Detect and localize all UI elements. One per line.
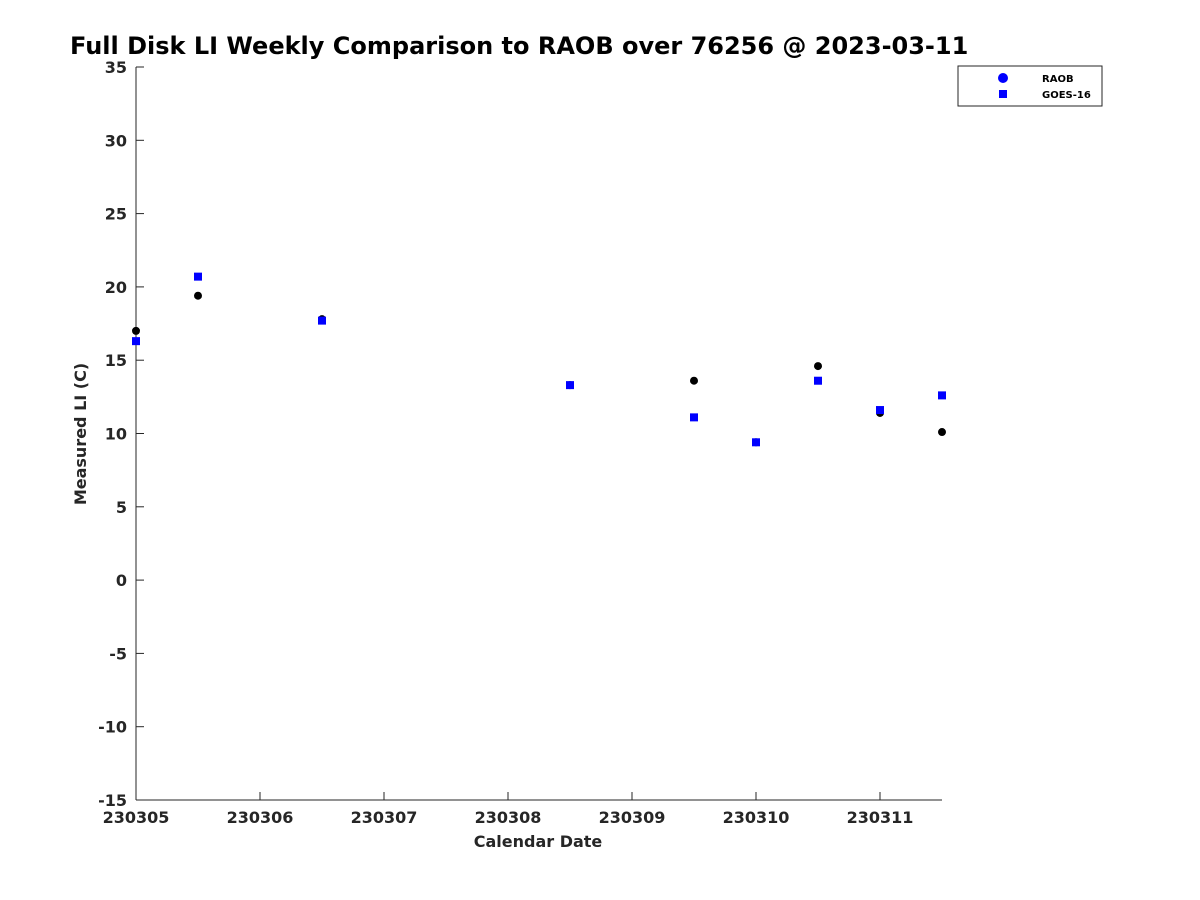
y-tick-label: -15 bbox=[98, 791, 127, 810]
axes bbox=[135, 67, 942, 801]
goes-point bbox=[938, 391, 946, 400]
goes-point bbox=[318, 316, 326, 325]
legend-items: RAOB GOES-16 bbox=[998, 73, 1091, 101]
legend-marker-square bbox=[999, 90, 1007, 98]
raob-point bbox=[194, 291, 202, 300]
x-tick-label: 230307 bbox=[351, 808, 418, 827]
goes-point bbox=[132, 337, 140, 346]
y-tick-label: 35 bbox=[105, 58, 127, 77]
series-goes-16 bbox=[132, 272, 946, 447]
y-tick-label: 30 bbox=[105, 131, 127, 150]
y-tick-label: 20 bbox=[105, 278, 127, 297]
legend-label: GOES-16 bbox=[1042, 90, 1091, 101]
goes-point bbox=[690, 413, 698, 422]
legend-box bbox=[957, 65, 1103, 107]
y-tick-label: 25 bbox=[105, 205, 127, 224]
goes-point bbox=[566, 381, 574, 390]
x-tick-label: 230310 bbox=[723, 808, 790, 827]
x-ticks: 230305 230306 230307 230308 230309 230310 2303… bbox=[103, 792, 914, 827]
data-points bbox=[132, 272, 946, 447]
y-ticks: 35 30 25 20 15 10 5 0 -5 -10 -15 bbox=[98, 58, 144, 810]
legend-label: RAOB bbox=[1042, 74, 1074, 85]
x-tick-label: 230309 bbox=[599, 808, 666, 827]
raob-point bbox=[132, 326, 140, 335]
x-tick-label: 230306 bbox=[227, 808, 294, 827]
x-tick-label: 230305 bbox=[103, 808, 170, 827]
chart-title: Full Disk LI Weekly Comparison to RAOB o… bbox=[70, 32, 968, 60]
legend-marker-circle bbox=[998, 73, 1008, 83]
x-tick-label: 230311 bbox=[847, 808, 914, 827]
goes-point bbox=[194, 272, 202, 281]
y-tick-label: -5 bbox=[109, 644, 127, 663]
goes-point bbox=[876, 406, 884, 415]
raob-point bbox=[690, 376, 698, 385]
raob-point bbox=[938, 428, 946, 437]
y-tick-label: 0 bbox=[116, 571, 127, 590]
y-axis-label: Measured LI (C) bbox=[71, 363, 90, 505]
goes-point bbox=[814, 376, 822, 385]
x-tick-label: 230308 bbox=[475, 808, 542, 827]
x-axis-label: Calendar Date bbox=[474, 832, 603, 851]
y-tick-label: 10 bbox=[105, 425, 127, 444]
series-raob bbox=[132, 291, 946, 447]
y-tick-label: -10 bbox=[98, 718, 127, 737]
raob-point bbox=[814, 362, 822, 371]
y-tick-label: 5 bbox=[116, 498, 127, 517]
goes-point bbox=[752, 438, 760, 447]
legend: RAOB GOES-16 bbox=[957, 65, 1103, 107]
y-tick-label: 15 bbox=[105, 351, 127, 370]
